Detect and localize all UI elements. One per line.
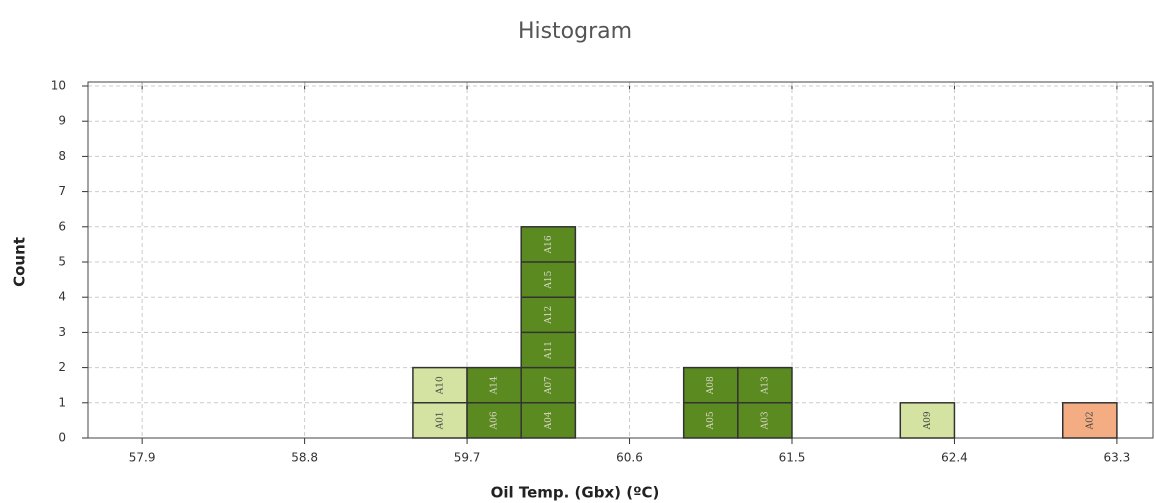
- cell-label: A09: [923, 411, 933, 430]
- cell-label: A12: [544, 306, 554, 325]
- cell-label: A03: [760, 411, 770, 430]
- y-tick-label: 4: [58, 290, 66, 304]
- bar: [899, 402, 956, 439]
- y-tick-label: 0: [58, 431, 66, 445]
- y-tick-label: 6: [58, 219, 66, 233]
- cell-label: A01: [435, 411, 445, 430]
- y-tick-label: 1: [58, 395, 66, 409]
- cell-label: A11: [544, 341, 554, 360]
- cell-label: A13: [760, 376, 770, 395]
- x-tick-label: 62.4: [941, 451, 968, 465]
- x-tick-label: 61.5: [779, 451, 806, 465]
- cell-label: A02: [1085, 411, 1095, 430]
- cell-label: A04: [544, 411, 554, 430]
- y-axis-label: Count: [11, 237, 29, 287]
- cell-label: A06: [490, 411, 500, 430]
- x-tick-label: 57.9: [129, 451, 156, 465]
- y-tick-label: 10: [51, 79, 66, 93]
- x-axis-label: Oil Temp. (Gbx) (ºC): [491, 484, 660, 502]
- cell-label: A15: [544, 270, 554, 289]
- y-tick-label: 3: [58, 325, 66, 339]
- x-tick-label: 58.8: [291, 451, 318, 465]
- cell-label: A14: [490, 376, 500, 395]
- x-tick-label: 59.7: [454, 451, 481, 465]
- y-tick-label: 5: [58, 255, 66, 269]
- y-tick-label: 8: [58, 149, 66, 163]
- cell-label: A05: [706, 411, 716, 430]
- cell-label: A08: [706, 376, 716, 395]
- plot-area: [88, 82, 1153, 438]
- plot-frame: [87, 81, 1154, 439]
- chart-title: Histogram: [518, 19, 632, 44]
- cell-label: A10: [435, 376, 445, 395]
- bar: [1061, 402, 1118, 439]
- y-tick-label: 7: [58, 184, 66, 198]
- x-tick-label: 63.3: [1104, 451, 1131, 465]
- y-tick-label: 2: [58, 360, 66, 374]
- y-tick-label: 9: [58, 114, 66, 128]
- cell-label: A07: [544, 376, 554, 395]
- cell-label: A16: [544, 235, 554, 254]
- x-tick-label: 60.6: [616, 451, 643, 465]
